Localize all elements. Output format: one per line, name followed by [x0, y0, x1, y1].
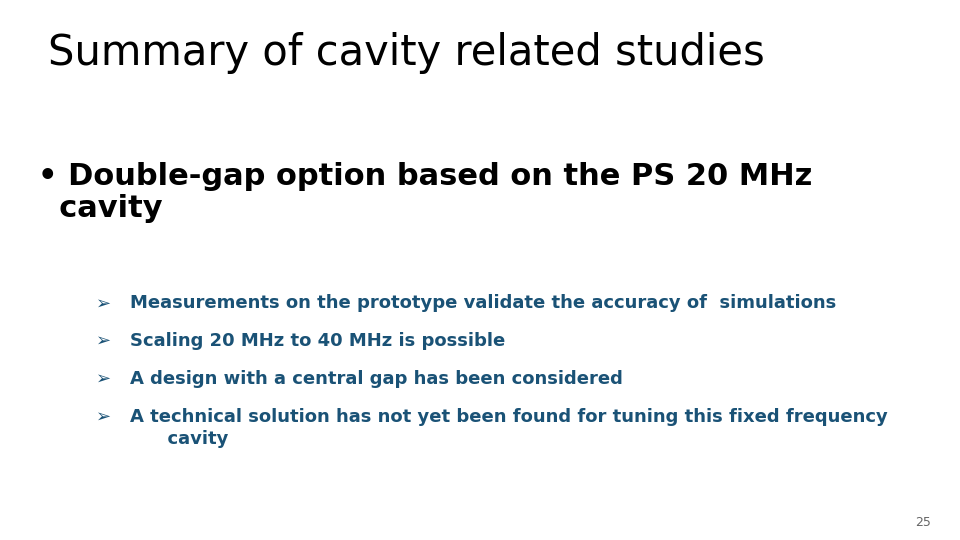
Text: ➢: ➢ — [96, 408, 111, 426]
Text: ➢: ➢ — [96, 294, 111, 312]
Text: Summary of cavity related studies: Summary of cavity related studies — [48, 32, 765, 75]
Text: ➢: ➢ — [96, 332, 111, 350]
Text: ➢: ➢ — [96, 370, 111, 388]
Text: A design with a central gap has been considered: A design with a central gap has been con… — [130, 370, 622, 388]
Text: A technical solution has not yet been found for tuning this fixed frequency
    : A technical solution has not yet been fo… — [130, 408, 887, 448]
Text: 25: 25 — [915, 516, 931, 529]
Text: • Double-gap option based on the PS 20 MHz
  cavity: • Double-gap option based on the PS 20 M… — [38, 162, 813, 224]
Text: Scaling 20 MHz to 40 MHz is possible: Scaling 20 MHz to 40 MHz is possible — [130, 332, 505, 350]
Text: Measurements on the prototype validate the accuracy of  simulations: Measurements on the prototype validate t… — [130, 294, 836, 312]
